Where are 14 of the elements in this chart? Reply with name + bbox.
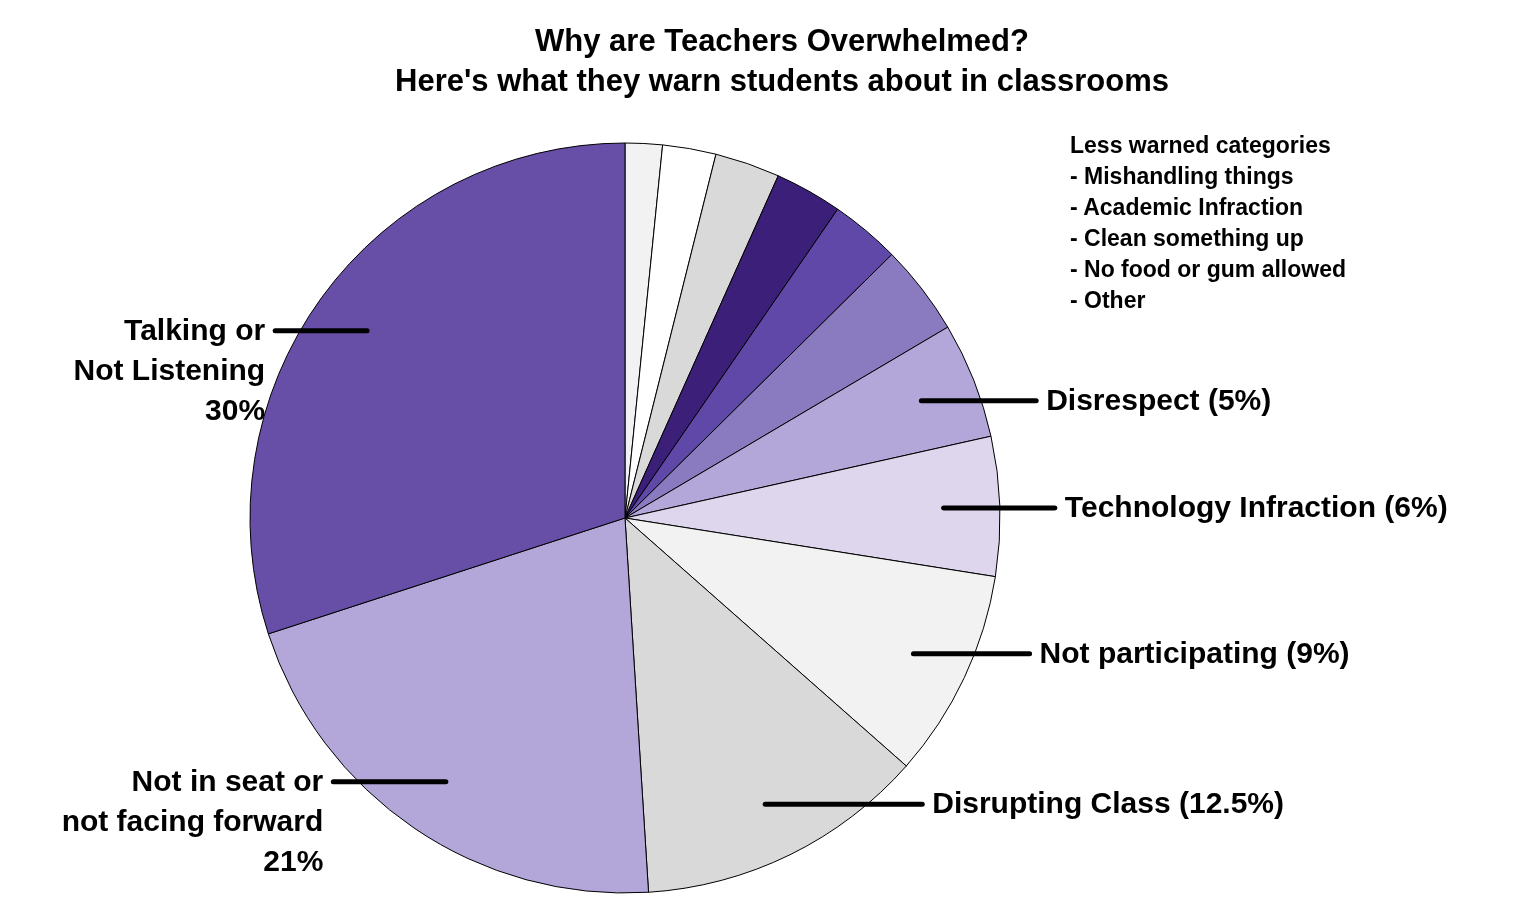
text: - No food or gum allowed (1070, 256, 1346, 282)
text: - Academic Infraction (1070, 194, 1304, 220)
slice-label: Disrupting Class (12.5%) (932, 786, 1285, 820)
text: - Mishandling things (1070, 163, 1294, 189)
chart-title: Why are Teachers Overwhelmed? (535, 23, 1029, 58)
slice-label: Not participating (9%) (1039, 635, 1350, 669)
slice-label: Not in seat or not facing forward 21% (61, 763, 324, 877)
text: Less warned categories (1070, 132, 1331, 158)
slice-label: Talking or Not Listening 30% (73, 312, 266, 426)
slice-label: Disrespect (5%) (1046, 382, 1272, 416)
chart-subtitle: Here's what they warn students about in classrooms (395, 63, 1169, 98)
text: - Other (1070, 287, 1146, 313)
text: - Clean something up (1070, 225, 1304, 251)
slice-label: Technology Infraction (6%) (1064, 489, 1448, 523)
